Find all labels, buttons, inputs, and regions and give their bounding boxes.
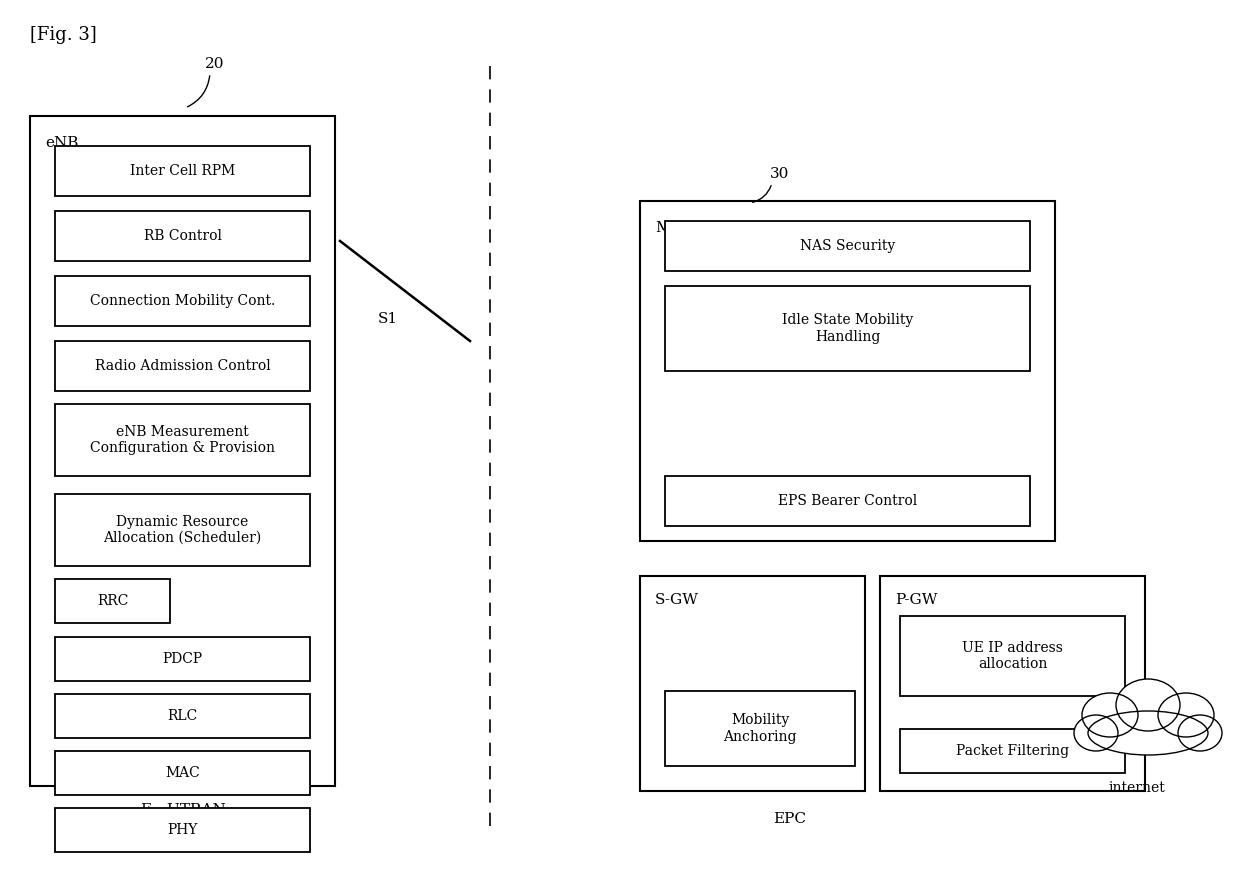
Text: NAS Security: NAS Security bbox=[800, 239, 895, 253]
Text: S-GW: S-GW bbox=[655, 593, 699, 607]
Text: PHY: PHY bbox=[167, 823, 198, 837]
Bar bbox=[880, 576, 1145, 791]
Text: Radio Admission Control: Radio Admission Control bbox=[94, 359, 270, 373]
Text: E - UTRAN: E - UTRAN bbox=[140, 803, 225, 817]
Bar bbox=[900, 616, 1125, 696]
Ellipse shape bbox=[1088, 711, 1208, 755]
Text: Connection Mobility Cont.: Connection Mobility Cont. bbox=[90, 294, 275, 308]
Bar bbox=[55, 341, 310, 391]
Text: eNB Measurement
Configuration & Provision: eNB Measurement Configuration & Provisio… bbox=[90, 425, 275, 455]
Bar bbox=[55, 808, 310, 852]
Text: eNB: eNB bbox=[45, 136, 78, 150]
Ellipse shape bbox=[1116, 679, 1180, 731]
Bar bbox=[665, 221, 1030, 271]
Text: RRC: RRC bbox=[97, 594, 128, 608]
Bar bbox=[900, 729, 1125, 773]
Bar bbox=[641, 201, 1054, 541]
Bar bbox=[55, 404, 310, 476]
Text: S1: S1 bbox=[378, 312, 398, 326]
Ellipse shape bbox=[1178, 715, 1222, 751]
Text: EPC: EPC bbox=[773, 812, 807, 826]
Text: 30: 30 bbox=[771, 167, 789, 181]
Text: MAC: MAC bbox=[165, 766, 199, 780]
Bar bbox=[665, 286, 1030, 371]
Text: UE IP address
allocation: UE IP address allocation bbox=[961, 640, 1063, 671]
Text: P-GW: P-GW bbox=[895, 593, 938, 607]
Bar bbox=[55, 637, 310, 681]
Text: 20: 20 bbox=[206, 57, 224, 71]
Text: internet: internet bbox=[1108, 781, 1165, 795]
Ellipse shape bbox=[1082, 693, 1137, 737]
Bar bbox=[55, 276, 310, 326]
Bar bbox=[55, 494, 310, 566]
Text: Idle State Mobility
Handling: Idle State Mobility Handling bbox=[782, 314, 913, 344]
Text: RB Control: RB Control bbox=[144, 229, 222, 243]
Text: RLC: RLC bbox=[167, 709, 198, 723]
Text: Inter Cell RPM: Inter Cell RPM bbox=[130, 164, 235, 178]
Text: EPS Bearer Control: EPS Bearer Control bbox=[778, 494, 917, 508]
Ellipse shape bbox=[1158, 693, 1214, 737]
Text: MME: MME bbox=[655, 221, 698, 235]
Bar bbox=[55, 211, 310, 261]
Bar bbox=[665, 691, 855, 766]
Text: Packet Filtering: Packet Filtering bbox=[957, 744, 1069, 758]
Bar bbox=[55, 751, 310, 795]
Text: Mobility
Anchoring: Mobility Anchoring bbox=[724, 714, 797, 744]
Bar bbox=[55, 146, 310, 196]
Bar bbox=[665, 476, 1030, 526]
Text: PDCP: PDCP bbox=[162, 652, 202, 666]
Bar bbox=[641, 576, 865, 791]
Bar bbox=[55, 579, 170, 623]
Text: Dynamic Resource
Allocation (Scheduler): Dynamic Resource Allocation (Scheduler) bbox=[103, 515, 261, 545]
Ellipse shape bbox=[1074, 715, 1118, 751]
Bar bbox=[55, 694, 310, 738]
Text: [Fig. 3]: [Fig. 3] bbox=[30, 26, 97, 44]
Bar bbox=[30, 116, 335, 786]
